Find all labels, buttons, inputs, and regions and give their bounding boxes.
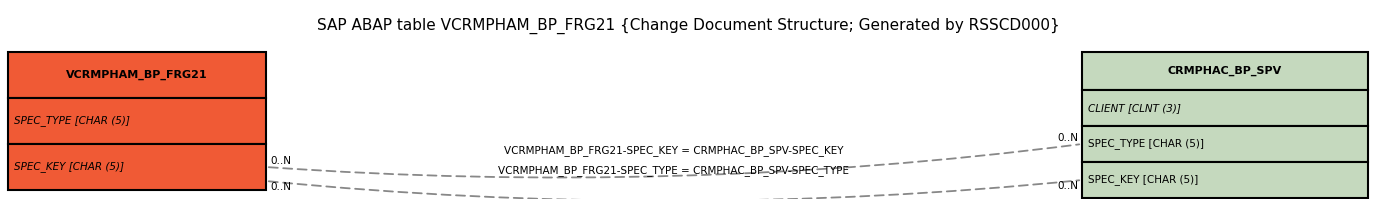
- Text: 0..N: 0..N: [270, 182, 290, 192]
- Text: VCRMPHAM_BP_FRG21: VCRMPHAM_BP_FRG21: [66, 70, 208, 80]
- Text: CRMPHAC_BP_SPV: CRMPHAC_BP_SPV: [1168, 66, 1282, 76]
- Bar: [1082, 90, 1368, 126]
- FancyArrowPatch shape: [268, 144, 1079, 178]
- Bar: [8, 144, 266, 190]
- Text: SPEC_KEY [CHAR (5)]: SPEC_KEY [CHAR (5)]: [14, 162, 124, 173]
- FancyArrowPatch shape: [268, 180, 1079, 199]
- Text: SPEC_TYPE [CHAR (5)]: SPEC_TYPE [CHAR (5)]: [14, 116, 129, 126]
- Text: 0..N: 0..N: [270, 156, 290, 166]
- Bar: [1082, 52, 1368, 90]
- Text: SPEC_KEY [CHAR (5)]: SPEC_KEY [CHAR (5)]: [1088, 175, 1198, 185]
- Bar: [1082, 162, 1368, 198]
- Text: SPEC_TYPE [CHAR (5)]: SPEC_TYPE [CHAR (5)]: [1088, 139, 1204, 149]
- Text: CLIENT [CLNT (3)]: CLIENT [CLNT (3)]: [1088, 103, 1181, 113]
- Text: SAP ABAP table VCRMPHAM_BP_FRG21 {Change Document Structure; Generated by RSSCD0: SAP ABAP table VCRMPHAM_BP_FRG21 {Change…: [316, 18, 1060, 34]
- Bar: [8, 52, 266, 98]
- Bar: [1082, 126, 1368, 162]
- Text: VCRMPHAM_BP_FRG21-SPEC_TYPE = CRMPHAC_BP_SPV-SPEC_TYPE: VCRMPHAM_BP_FRG21-SPEC_TYPE = CRMPHAC_BP…: [498, 166, 849, 177]
- Text: 0..N: 0..N: [1057, 133, 1077, 143]
- Text: 0..N: 0..N: [1057, 181, 1077, 191]
- Bar: [8, 98, 266, 144]
- Text: VCRMPHAM_BP_FRG21-SPEC_KEY = CRMPHAC_BP_SPV-SPEC_KEY: VCRMPHAM_BP_FRG21-SPEC_KEY = CRMPHAC_BP_…: [504, 145, 843, 156]
